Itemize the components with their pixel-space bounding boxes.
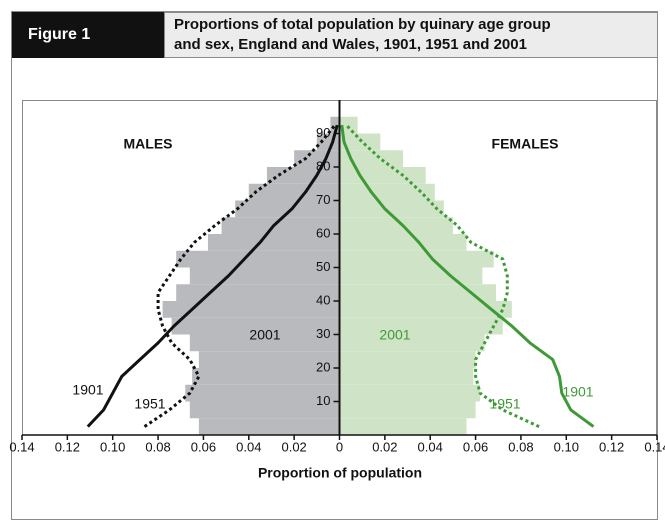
x-tick-label: 0.08 <box>508 439 533 454</box>
x-tick-label: 0.08 <box>145 439 170 454</box>
bar <box>235 200 340 218</box>
bar <box>339 133 381 151</box>
bar <box>339 167 426 184</box>
series-line <box>143 124 337 428</box>
series-line <box>340 124 595 428</box>
bar <box>330 116 340 134</box>
x-tick-label: 0.04 <box>236 439 261 454</box>
title-box <box>164 12 658 58</box>
bar <box>339 183 435 201</box>
bar <box>339 200 444 218</box>
bar <box>339 368 474 385</box>
x-tick-label: 0.06 <box>463 439 488 454</box>
chart-title: and sex, England and Wales, 1901, 1951 a… <box>174 36 527 53</box>
x-tick-label: 0.10 <box>554 439 579 454</box>
x-tick-label: 0.14 <box>644 439 665 454</box>
y-tick-label: 60 <box>316 225 330 240</box>
bar <box>339 250 494 268</box>
bar <box>339 384 481 402</box>
x-tick-label: 0.02 <box>281 439 306 454</box>
bar <box>176 250 340 268</box>
bar <box>185 384 340 402</box>
figure-label: Figure 1 <box>28 26 90 43</box>
bar <box>176 284 340 301</box>
bar <box>171 317 340 335</box>
y-tick-label: 70 <box>316 192 330 207</box>
series-label: 2001 <box>249 327 280 343</box>
bar <box>189 334 340 352</box>
bar <box>339 401 476 419</box>
y-tick-label: 90 <box>316 125 330 140</box>
bar <box>189 267 340 285</box>
series-line <box>345 124 540 428</box>
x-axis-title: Proportion of population <box>258 465 422 481</box>
y-tick-label: 30 <box>316 326 330 341</box>
females-label: FEMALES <box>492 136 559 152</box>
y-tick-label: 80 <box>316 158 330 173</box>
y-tick-label: 10 <box>316 393 330 408</box>
x-tick-label: 0.12 <box>55 439 80 454</box>
series-line <box>86 124 339 428</box>
bar <box>221 217 340 234</box>
series-label: 1901 <box>72 382 103 398</box>
bar <box>198 418 340 435</box>
bar <box>339 351 476 368</box>
bar <box>192 368 340 385</box>
bar <box>207 234 340 251</box>
x-tick-label: 0.04 <box>418 439 443 454</box>
y-tick-label: 40 <box>316 292 330 307</box>
bar <box>339 234 467 251</box>
bar <box>248 183 340 201</box>
y-tick-label: 50 <box>316 259 330 274</box>
series-label: 1901 <box>562 384 593 400</box>
bar <box>339 284 496 301</box>
x-tick-label: 0.06 <box>191 439 216 454</box>
bar <box>339 116 358 134</box>
plot: 10 20 30 40 50 60 70 80 90 0.14 0.12 0.10 0.08 0.06 0.… <box>9 100 665 454</box>
figure-label-box <box>12 12 164 58</box>
series-label: 1951 <box>134 396 165 412</box>
y-tick-label: 20 <box>316 359 330 374</box>
bar <box>339 267 483 285</box>
x-tick-label: 0.10 <box>100 439 125 454</box>
bar <box>339 217 453 234</box>
x-tick-label: 0 <box>336 439 343 454</box>
x-tick-label: 0.12 <box>599 439 624 454</box>
series-label: 2001 <box>379 327 410 343</box>
bar <box>339 317 503 335</box>
bar <box>339 418 467 435</box>
males-label: MALES <box>124 136 173 152</box>
x-tick-label: 0.02 <box>372 439 397 454</box>
x-tick-label: 0.14 <box>9 439 34 454</box>
bar <box>198 351 340 368</box>
chart-title: Proportions of total population by quina… <box>174 16 551 33</box>
bar <box>339 301 512 318</box>
bar <box>189 401 340 419</box>
bar <box>162 301 340 318</box>
bar <box>339 334 485 352</box>
series-label: 1951 <box>489 396 520 412</box>
